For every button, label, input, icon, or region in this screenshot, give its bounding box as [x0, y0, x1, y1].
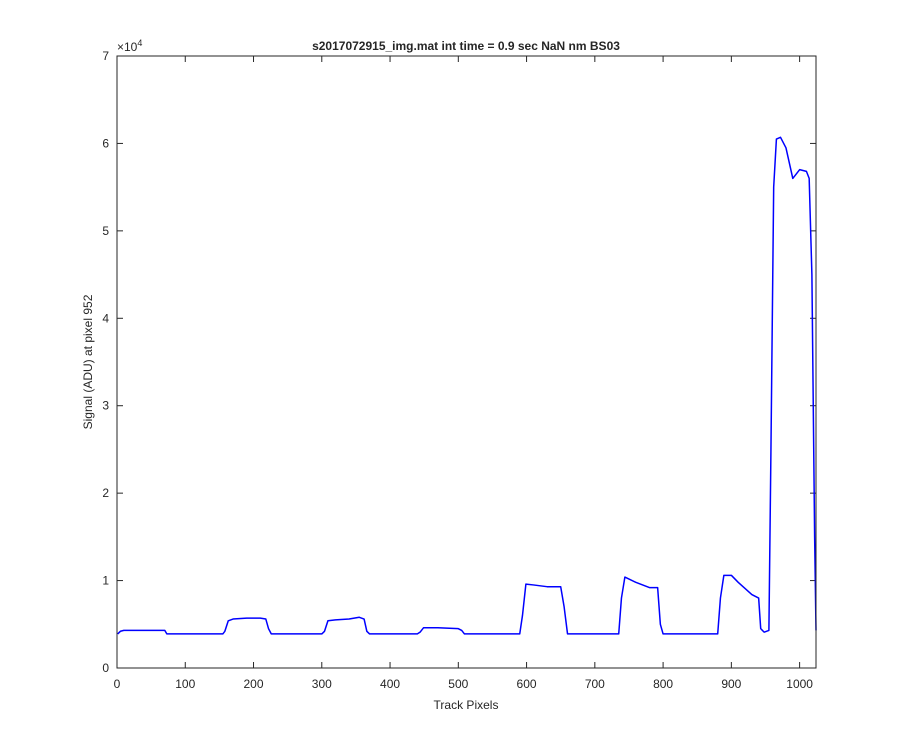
y-tick-label: 0 — [102, 661, 109, 675]
y-tick-label: 6 — [102, 136, 109, 150]
y-tick-label: 3 — [102, 399, 109, 413]
y-multiplier: ×104 — [117, 38, 142, 54]
y-tick-label: 1 — [102, 574, 109, 588]
x-tick-label: 200 — [244, 677, 264, 691]
x-tick-label: 400 — [380, 677, 400, 691]
y-tick-label: 7 — [102, 49, 109, 63]
x-tick-label: 500 — [448, 677, 468, 691]
chart-title: s2017072915_img.mat int time = 0.9 sec N… — [312, 39, 620, 53]
axes-box — [116, 55, 817, 669]
x-tick-label: 300 — [312, 677, 332, 691]
y-multiplier-base: ×10 — [117, 40, 138, 54]
y-tick-label: 4 — [102, 311, 109, 325]
y-multiplier-exponent: 4 — [137, 38, 142, 48]
x-axis-label: Track Pixels — [434, 698, 499, 712]
x-tick-label: 900 — [721, 677, 741, 691]
y-tick-label: 5 — [102, 224, 109, 238]
y-axis-label: Signal (ADU) at pixel 952 — [81, 294, 95, 429]
x-tick-label: 600 — [517, 677, 537, 691]
x-tick-label: 800 — [653, 677, 673, 691]
data-line — [117, 136, 817, 635]
x-tick-label: 100 — [175, 677, 195, 691]
y-tick-label: 2 — [102, 486, 109, 500]
x-tick-label: 1000 — [786, 677, 813, 691]
x-tick-label: 0 — [114, 677, 121, 691]
x-tick-label: 700 — [585, 677, 605, 691]
plot-area — [117, 56, 816, 668]
